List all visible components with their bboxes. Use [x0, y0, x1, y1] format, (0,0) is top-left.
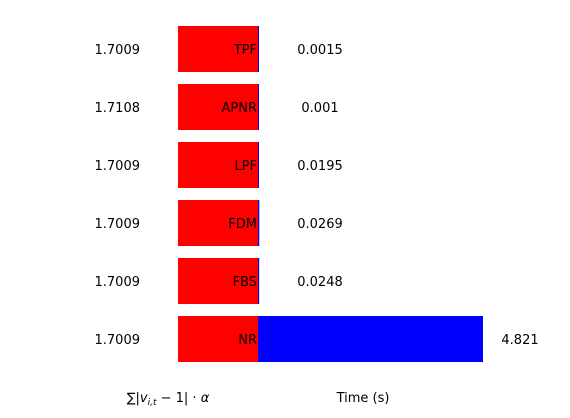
time-value-label: 0.0269 [297, 217, 343, 232]
red-bar [178, 258, 258, 304]
category-label: FDM [228, 217, 257, 232]
left-value-label: 1.7009 [95, 217, 141, 232]
blue-bar [258, 142, 259, 188]
left-values-axis-label: ∑|vi,t − 1| · α [127, 391, 210, 408]
category-label: TPF [233, 43, 257, 58]
time-value-label: 0.0015 [297, 43, 343, 58]
red-bar [178, 26, 258, 72]
time-axis-label: Time (s) [336, 391, 390, 406]
time-value-label: 0.0195 [297, 159, 343, 174]
left-value-label: 1.7108 [95, 101, 141, 116]
red-bar [178, 200, 258, 246]
blue-bar [258, 258, 260, 304]
left-value-label: 1.7009 [95, 333, 141, 348]
bar-rows: 1.7009 TPF 0.0015 1.7108 APNR 0.001 1.7009 LPF 0… [95, 26, 539, 362]
category-label: APNR [222, 101, 258, 116]
time-value-label: 4.821 [501, 333, 538, 348]
blue-bar [258, 200, 260, 246]
blue-bar [258, 84, 259, 130]
red-bar [178, 84, 258, 130]
category-label: NR [238, 333, 257, 348]
left-value-label: 1.7009 [95, 43, 141, 58]
blue-bar [258, 26, 259, 72]
category-label: FBS [233, 275, 257, 290]
category-label: LPF [234, 159, 257, 174]
red-bar [178, 316, 258, 362]
blue-bar [258, 316, 483, 362]
red-bar [178, 142, 258, 188]
left-value-label: 1.7009 [95, 275, 141, 290]
time-value-label: 0.001 [301, 101, 338, 116]
time-value-label: 0.0248 [297, 275, 343, 290]
left-value-label: 1.7009 [95, 159, 141, 174]
